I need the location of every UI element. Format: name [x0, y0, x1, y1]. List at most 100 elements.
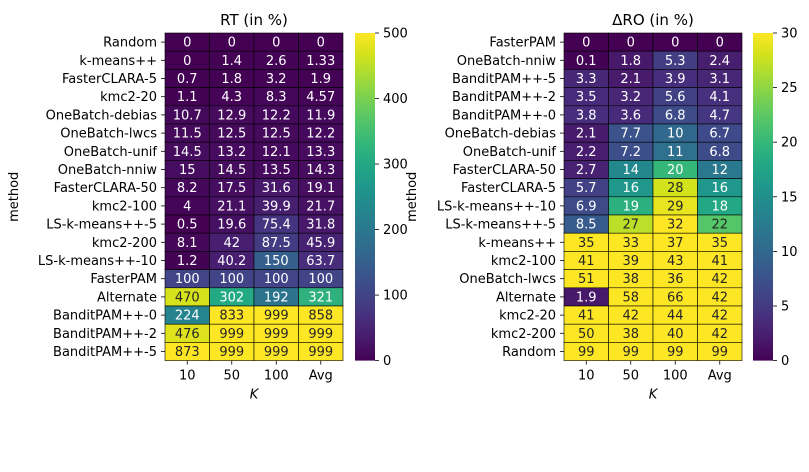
panel1-cell-label: 858 — [308, 309, 333, 324]
panel2-cell-label: 5.3 — [665, 54, 686, 69]
panel1-cell-label: 31.8 — [306, 218, 335, 233]
panel1-cell-label: 100 — [308, 272, 333, 287]
panel1-cell-label: 8.3 — [266, 90, 287, 105]
panel1-row-label: kmc2-20 — [100, 90, 157, 105]
panel2-row-label: FasterCLARA-5 — [461, 181, 556, 196]
panel1-cell-label: 0 — [228, 36, 236, 51]
panel2-cell-label: 28 — [667, 181, 684, 196]
panel1-row-label: FasterPAM — [90, 272, 157, 287]
panel2-row-label: BanditPAM++-0 — [452, 108, 556, 123]
panel1-cell-label: 1.1 — [177, 90, 198, 105]
panel1-cell-label: 17.5 — [217, 181, 246, 196]
panel1-cell-label: 12.1 — [262, 145, 291, 160]
panel2-cell-label: 99 — [578, 345, 595, 360]
panel1-colorbar-tick-label: 400 — [383, 92, 408, 107]
panel2-cell-label: 50 — [578, 327, 595, 342]
panel2-row-label: OneBatch-debias — [445, 127, 557, 142]
panel1-cell-label: 31.6 — [262, 181, 291, 196]
panel1-cell-label: 40.2 — [217, 254, 246, 269]
panel2-row-label: kmc2-200 — [491, 327, 556, 342]
panel2-cell-label: 0 — [716, 36, 724, 51]
panel1-cell-label: 476 — [175, 327, 200, 342]
panel1-cell-label: 999 — [264, 327, 289, 342]
panel2-cell-label: 10 — [667, 127, 684, 142]
panel1-cell-label: 999 — [219, 345, 244, 360]
panel1-cell-label: 833 — [219, 309, 244, 324]
panel1-col-label: 100 — [264, 369, 289, 384]
panel2-cell-label: 2.2 — [576, 145, 597, 160]
panel2-row-label: k-means++ — [478, 236, 556, 251]
panel1-cell-label: 12.2 — [262, 108, 291, 123]
panel2-cell-label: 6.8 — [709, 145, 730, 160]
panel1-colorbar-tick-label: 500 — [383, 27, 408, 42]
panel1-cell-label: 873 — [175, 345, 200, 360]
panel2-row-label: OneBatch-lwcs — [459, 272, 556, 287]
panel1-colorbar-tick-label: 0 — [383, 354, 391, 369]
panel1-cell-label: 13.2 — [217, 145, 246, 160]
panel2-cell-label: 33 — [622, 236, 639, 251]
panel2-cell-label: 14 — [622, 163, 639, 178]
panel1-cell-label: 0.7 — [177, 72, 198, 87]
panel2-cell-label: 99 — [667, 345, 684, 360]
panel2-row-label: FasterPAM — [489, 36, 556, 51]
panel1-cell-label: 321 — [308, 290, 333, 305]
panel2-cell-label: 41 — [578, 254, 595, 269]
panel1-cell-label: 14.5 — [173, 145, 202, 160]
panel1-cell-label: 0.5 — [177, 218, 198, 233]
panel2-cell-label: 3.3 — [576, 72, 597, 87]
panel1-row-label: Alternate — [97, 290, 157, 305]
panel1-row-label: BanditPAM++-0 — [53, 309, 157, 324]
panel1-cell-label: 12.5 — [217, 127, 246, 142]
panel2-cell-label: 42 — [711, 309, 728, 324]
panel1-cell-label: 100 — [175, 272, 200, 287]
panel1-row-label: Random — [103, 36, 157, 51]
panel2-row-label: kmc2-20 — [499, 309, 556, 324]
panel2-cell-label: 35 — [578, 236, 595, 251]
panel2-cell-label: 16 — [711, 181, 728, 196]
panel2-cell-label: 3.9 — [665, 72, 686, 87]
panel2-cell-label: 2.7 — [576, 163, 597, 178]
panel2-cell-label: 99 — [711, 345, 728, 360]
panel2-colorbar-tick-label: 25 — [781, 81, 798, 96]
panel2-col-label: 50 — [622, 369, 639, 384]
panel1-x-axis-label: K — [250, 388, 260, 403]
panel1-cell-label: 100 — [264, 272, 289, 287]
panel2-y-axis-label: method — [405, 172, 420, 222]
panel2-cell-label: 8.5 — [576, 218, 597, 233]
panel1-cell-label: 42 — [223, 236, 240, 251]
panel2-colorbar-tick-label: 20 — [781, 136, 798, 151]
panel2-cell-label: 41 — [711, 254, 728, 269]
panel1-cell-label: 999 — [308, 327, 333, 342]
panel2-cell-label: 2.4 — [709, 54, 730, 69]
panel1-cell-label: 1.2 — [177, 254, 198, 269]
panel1-cell-label: 8.1 — [177, 236, 198, 251]
panel1-cell-label: 14.5 — [217, 163, 246, 178]
panel2-cell-label: 6.8 — [665, 108, 686, 123]
panel2-cell-label: 3.1 — [709, 72, 730, 87]
panel2-cell-label: 16 — [622, 181, 639, 196]
panel2-cell-label: 40 — [667, 327, 684, 342]
panel1-cell-label: 4.57 — [306, 90, 335, 105]
panel1-cell-label: 100 — [219, 272, 244, 287]
panel2-cell-label: 0 — [671, 36, 679, 51]
panel2-cell-label: 38 — [622, 327, 639, 342]
panel2-cell-label: 42 — [711, 290, 728, 305]
panel1-cell-label: 8.2 — [177, 181, 198, 196]
panel1-row-label: OneBatch-nniw — [58, 163, 158, 178]
panel2-cell-label: 5.6 — [665, 90, 686, 105]
panel2-cell-label: 32 — [667, 218, 684, 233]
panel1-cell-label: 19.6 — [217, 218, 246, 233]
panel1-cell-label: 4 — [183, 199, 191, 214]
panel2-colorbar-tick-label: 30 — [781, 27, 798, 42]
panel1-cell-label: 12.5 — [262, 127, 291, 142]
panel1-row-label: k-means++ — [79, 54, 157, 69]
panel2-col-label: 100 — [663, 369, 688, 384]
panel1-cell-label: 87.5 — [262, 236, 291, 251]
panel2-x-axis-label: K — [649, 388, 659, 403]
panel1-row-label: OneBatch-debias — [46, 108, 158, 123]
panel1-cell-label: 999 — [264, 309, 289, 324]
panel1-title: RT (in %) — [220, 11, 288, 29]
panel1-cell-label: 1.4 — [221, 54, 242, 69]
panel2-cell-label: 38 — [622, 272, 639, 287]
panel1-cell-label: 1.9 — [310, 72, 331, 87]
